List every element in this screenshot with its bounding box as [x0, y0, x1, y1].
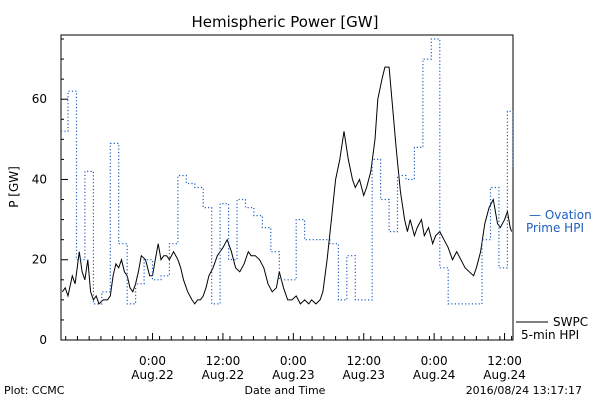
series-layer	[61, 38, 514, 305]
x-tick-time-label: 12:00	[487, 354, 522, 368]
chart-title: Hemispheric Power [GW]	[192, 13, 379, 31]
y-axis-label: P [GW]	[7, 166, 21, 208]
legend-swpc: SWPC 5-min HPI	[516, 315, 588, 342]
x-tick-date-label: Aug.23	[342, 368, 385, 382]
plot-frame	[60, 34, 514, 341]
y-axis-ticks: 0 20 40 60	[32, 38, 68, 347]
x-tick-date-label: Aug.22	[202, 368, 245, 382]
x-tick-date-label: Aug.22	[131, 368, 174, 382]
legend-ovation: — Ovation Prime HPI	[526, 208, 592, 235]
x-tick-time-label: 12:00	[346, 354, 381, 368]
x-tick-time-label: 0:00	[280, 354, 307, 368]
legend-swpc-line2: 5-min HPI	[521, 328, 579, 342]
plot-timestamp: 2016/08/24 13:17:17	[466, 384, 582, 397]
x-axis-ticks: 0:00Aug.2212:00Aug.220:00Aug.2312:00Aug.…	[65, 333, 526, 382]
series-ovation-line	[61, 38, 514, 305]
y-tick-label: 0	[39, 333, 47, 347]
x-tick-time-label: 0:00	[139, 354, 166, 368]
legend-ovation-line1: — Ovation	[529, 208, 592, 222]
x-tick-date-label: Aug.23	[272, 368, 315, 382]
x-axis-label: Date and Time	[245, 384, 326, 397]
y-tick-label: 40	[32, 172, 47, 186]
y-tick-label: 20	[32, 253, 47, 267]
x-tick-time-label: 12:00	[206, 354, 241, 368]
y-tick-label: 60	[32, 92, 47, 106]
legend-swpc-line1: SWPC	[553, 315, 588, 329]
legend-ovation-line2: Prime HPI	[526, 221, 584, 235]
x-tick-date-label: Aug.24	[413, 368, 456, 382]
series-swpc-line	[61, 66, 513, 305]
plot-credit: Plot: CCMC	[4, 384, 65, 397]
x-tick-time-label: 0:00	[421, 354, 448, 368]
x-tick-date-label: Aug.24	[483, 368, 526, 382]
